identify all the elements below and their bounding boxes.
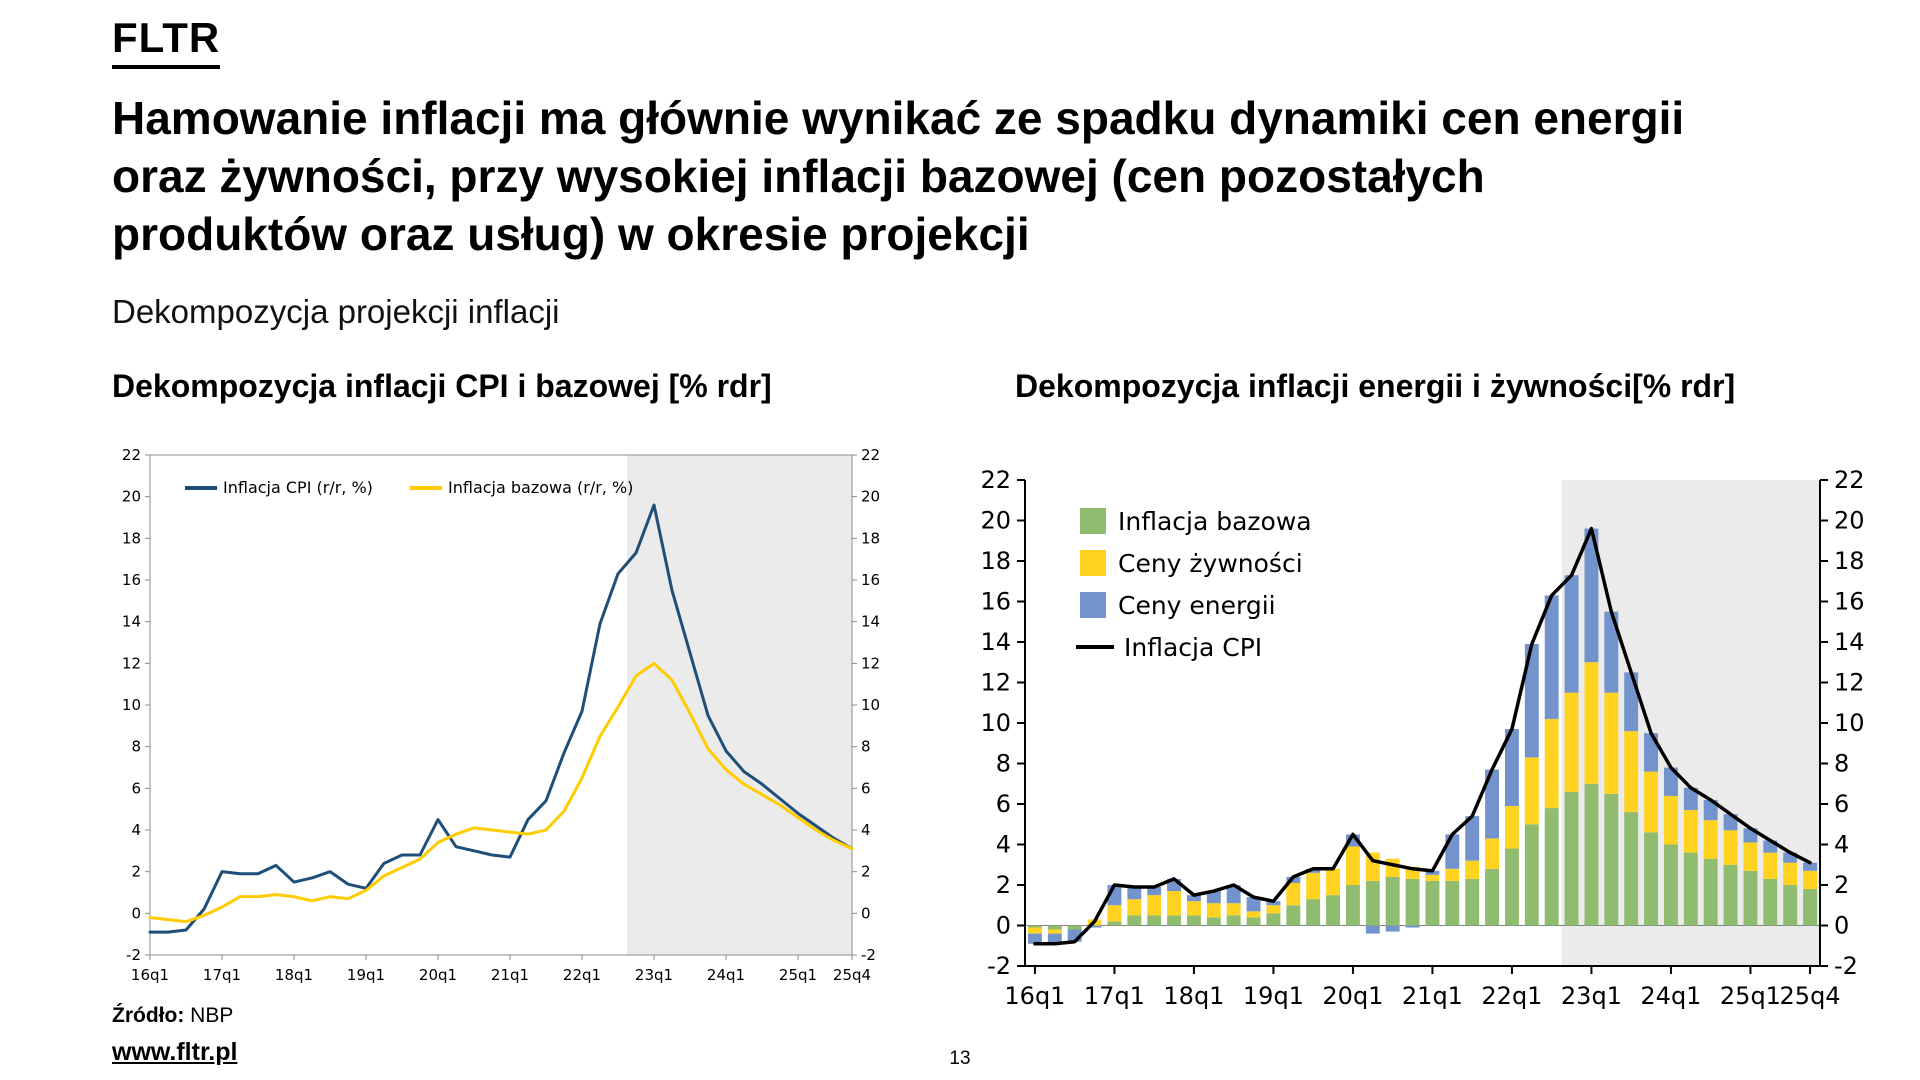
svg-text:-2: -2 <box>861 946 876 964</box>
svg-text:20: 20 <box>1834 507 1865 535</box>
svg-text:8: 8 <box>131 738 141 756</box>
svg-text:12: 12 <box>861 654 880 672</box>
svg-text:8: 8 <box>861 738 871 756</box>
svg-text:Inflacja bazowa: Inflacja bazowa <box>1118 507 1312 536</box>
svg-text:14: 14 <box>1834 628 1865 656</box>
svg-text:22q1: 22q1 <box>563 966 601 984</box>
svg-text:16: 16 <box>980 588 1011 616</box>
svg-text:25q4: 25q4 <box>1780 982 1841 1010</box>
svg-text:20: 20 <box>980 507 1011 535</box>
svg-text:2: 2 <box>1834 871 1849 899</box>
svg-text:Inflacja CPI (r/r, %): Inflacja CPI (r/r, %) <box>223 478 373 497</box>
svg-text:17q1: 17q1 <box>203 966 241 984</box>
svg-text:18q1: 18q1 <box>275 966 313 984</box>
svg-text:21q1: 21q1 <box>491 966 529 984</box>
svg-text:22: 22 <box>861 446 880 464</box>
svg-text:8: 8 <box>1834 750 1849 778</box>
svg-text:23q1: 23q1 <box>635 966 673 984</box>
website-link[interactable]: www.fltr.pl <box>112 1038 238 1066</box>
svg-text:4: 4 <box>131 821 141 839</box>
svg-text:10: 10 <box>861 696 880 714</box>
svg-text:6: 6 <box>1834 790 1849 818</box>
svg-text:12: 12 <box>1834 669 1865 697</box>
svg-text:20: 20 <box>861 488 880 506</box>
svg-text:Ceny energii: Ceny energii <box>1118 591 1276 620</box>
source-note: Źródło: NBP <box>112 1004 233 1028</box>
svg-text:22q1: 22q1 <box>1481 982 1542 1010</box>
svg-text:6: 6 <box>861 779 871 797</box>
svg-text:12: 12 <box>122 654 141 672</box>
svg-text:4: 4 <box>1834 831 1849 859</box>
svg-text:18: 18 <box>861 529 880 547</box>
svg-text:19q1: 19q1 <box>347 966 385 984</box>
svg-text:Inflacja CPI: Inflacja CPI <box>1124 633 1262 662</box>
svg-text:25q1: 25q1 <box>1720 982 1781 1010</box>
svg-text:18: 18 <box>980 547 1011 575</box>
svg-text:20q1: 20q1 <box>419 966 457 984</box>
svg-text:16q1: 16q1 <box>131 966 169 984</box>
svg-text:16: 16 <box>1834 588 1865 616</box>
svg-text:22: 22 <box>1834 466 1865 494</box>
right-chart-title: Dekompozycja inflacji energii i żywności… <box>1015 368 1736 404</box>
page-title: Hamowanie inflacji ma głównie wynikać ze… <box>112 90 1684 264</box>
svg-text:16: 16 <box>861 571 880 589</box>
svg-text:18: 18 <box>1834 547 1865 575</box>
svg-text:21q1: 21q1 <box>1402 982 1463 1010</box>
title-line-3: produktów oraz usług) w okresie projekcj… <box>112 207 1030 260</box>
svg-text:23q1: 23q1 <box>1561 982 1622 1010</box>
svg-text:19q1: 19q1 <box>1243 982 1304 1010</box>
svg-text:-2: -2 <box>1834 952 1858 980</box>
svg-text:22: 22 <box>980 466 1011 494</box>
svg-text:12: 12 <box>980 669 1011 697</box>
svg-text:0: 0 <box>1834 912 1849 940</box>
svg-text:16q1: 16q1 <box>1004 982 1065 1010</box>
source-value: NBP <box>190 1004 234 1027</box>
svg-text:6: 6 <box>131 779 141 797</box>
svg-text:25q4: 25q4 <box>833 966 871 984</box>
svg-text:2: 2 <box>996 871 1011 899</box>
title-line-2: oraz żywności, przy wysokiej inflacji ba… <box>112 149 1485 202</box>
svg-text:0: 0 <box>996 912 1011 940</box>
subtitle: Dekompozycja projekcji inflacji <box>112 293 560 330</box>
svg-text:24q1: 24q1 <box>707 966 745 984</box>
svg-text:10: 10 <box>122 696 141 714</box>
svg-text:-2: -2 <box>987 952 1011 980</box>
svg-text:2: 2 <box>861 863 871 881</box>
svg-text:8: 8 <box>996 750 1011 778</box>
svg-text:Inflacja bazowa (r/r, %): Inflacja bazowa (r/r, %) <box>448 478 633 497</box>
svg-text:20: 20 <box>122 488 141 506</box>
svg-text:10: 10 <box>980 709 1011 737</box>
svg-text:20q1: 20q1 <box>1322 982 1383 1010</box>
svg-text:10: 10 <box>1834 709 1865 737</box>
svg-text:25q1: 25q1 <box>779 966 817 984</box>
svg-text:2: 2 <box>131 863 141 881</box>
page-number: 13 <box>949 1048 971 1069</box>
title-line-1: Hamowanie inflacji ma głównie wynikać ze… <box>112 92 1685 144</box>
svg-text:16: 16 <box>122 571 141 589</box>
svg-text:14: 14 <box>861 613 880 631</box>
svg-text:4: 4 <box>861 821 871 839</box>
svg-text:24q1: 24q1 <box>1640 982 1701 1010</box>
svg-text:18q1: 18q1 <box>1163 982 1224 1010</box>
svg-text:17q1: 17q1 <box>1084 982 1145 1010</box>
svg-text:22: 22 <box>122 446 141 464</box>
svg-text:0: 0 <box>131 904 141 922</box>
svg-text:6: 6 <box>996 790 1011 818</box>
svg-text:4: 4 <box>996 831 1011 859</box>
svg-text:Ceny żywności: Ceny żywności <box>1118 549 1303 578</box>
svg-text:18: 18 <box>122 529 141 547</box>
svg-text:-2: -2 <box>126 946 141 964</box>
left-chart-title: Dekompozycja inflacji CPI i bazowej [% r… <box>112 368 772 404</box>
svg-text:14: 14 <box>980 628 1011 656</box>
logo: FLTR <box>112 14 221 69</box>
svg-text:0: 0 <box>861 904 871 922</box>
svg-text:14: 14 <box>122 613 141 631</box>
source-label: Źródło: <box>112 1004 185 1027</box>
